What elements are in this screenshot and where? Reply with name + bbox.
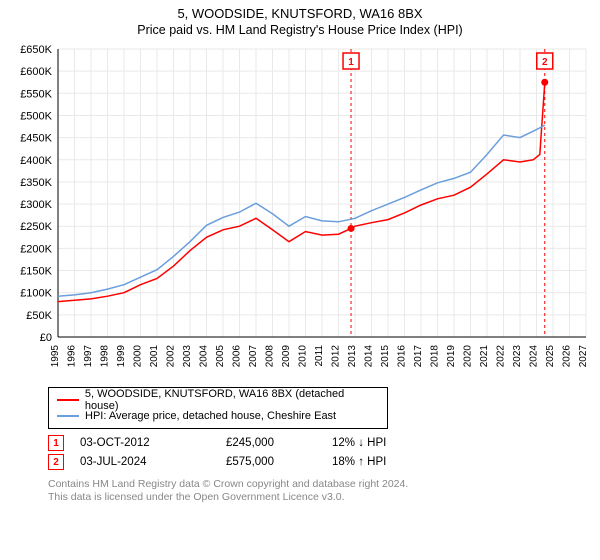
legend-label: HPI: Average price, detached house, Ches…	[85, 410, 336, 422]
svg-text:2003: 2003	[182, 345, 193, 368]
svg-text:2011: 2011	[314, 345, 325, 367]
legend-box: 5, WOODSIDE, KNUTSFORD, WA16 8BX (detach…	[48, 387, 388, 429]
svg-text:£300K: £300K	[20, 199, 52, 211]
svg-text:2027: 2027	[578, 345, 588, 368]
svg-text:2007: 2007	[248, 345, 259, 368]
svg-text:2019: 2019	[446, 345, 457, 368]
svg-text:£350K: £350K	[20, 177, 52, 189]
svg-text:2012: 2012	[331, 345, 342, 368]
marker-price: £575,000	[226, 456, 316, 468]
svg-text:£400K: £400K	[20, 155, 52, 167]
svg-text:2013: 2013	[347, 345, 358, 368]
chart-area: £0 £50K £100K £150K £200K £250K £300K £350K £400…	[8, 43, 592, 383]
marker-row: 2 03-JUL-2024 £575,000 18% ↑ HPI	[48, 454, 592, 470]
svg-text:2016: 2016	[397, 345, 408, 368]
svg-text:2000: 2000	[133, 345, 144, 368]
svg-text:1995: 1995	[50, 345, 61, 368]
legend-item: HPI: Average price, detached house, Ches…	[57, 408, 379, 424]
svg-text:2008: 2008	[265, 345, 276, 368]
svg-text:£250K: £250K	[20, 221, 52, 233]
svg-text:2026: 2026	[562, 345, 573, 368]
svg-text:1: 1	[348, 57, 354, 68]
svg-text:2: 2	[542, 57, 548, 68]
footnote: Contains HM Land Registry data © Crown c…	[48, 478, 592, 504]
svg-text:2020: 2020	[463, 345, 474, 368]
chart-title: 5, WOODSIDE, KNUTSFORD, WA16 8BX	[8, 6, 592, 21]
svg-text:1996: 1996	[67, 345, 78, 368]
svg-text:£50K: £50K	[26, 310, 52, 322]
svg-text:£600K: £600K	[20, 66, 52, 78]
legend-swatch	[57, 399, 79, 401]
svg-text:2017: 2017	[413, 345, 424, 368]
svg-text:1998: 1998	[100, 345, 111, 368]
svg-text:£550K: £550K	[20, 88, 52, 100]
svg-text:2006: 2006	[232, 345, 243, 368]
svg-text:1999: 1999	[116, 345, 127, 368]
marker-id-box: 2	[48, 454, 64, 470]
legend-label: 5, WOODSIDE, KNUTSFORD, WA16 8BX (detach…	[85, 388, 379, 412]
svg-text:£500K: £500K	[20, 110, 52, 122]
marker-delta: 18% ↑ HPI	[332, 456, 442, 468]
svg-text:2015: 2015	[380, 345, 391, 368]
svg-text:£650K: £650K	[20, 44, 52, 56]
svg-text:2004: 2004	[199, 345, 210, 368]
chart-subtitle: Price paid vs. HM Land Registry's House …	[8, 23, 592, 37]
svg-text:£100K: £100K	[20, 288, 52, 300]
marker-row: 1 03-OCT-2012 £245,000 12% ↓ HPI	[48, 435, 592, 451]
svg-text:2025: 2025	[545, 345, 556, 368]
marker-table: 1 03-OCT-2012 £245,000 12% ↓ HPI 2 03-JUL-202…	[8, 435, 592, 470]
svg-text:2005: 2005	[215, 345, 226, 368]
svg-text:£200K: £200K	[20, 243, 52, 255]
marker-id-box: 1	[48, 435, 64, 451]
svg-text:2022: 2022	[496, 345, 507, 368]
svg-text:£450K: £450K	[20, 133, 52, 145]
legend-item: 5, WOODSIDE, KNUTSFORD, WA16 8BX (detach…	[57, 392, 379, 408]
footnote-line-1: Contains HM Land Registry data © Crown c…	[48, 478, 592, 491]
svg-text:1997: 1997	[83, 345, 94, 368]
marker-date: 03-JUL-2024	[80, 456, 210, 468]
svg-text:2009: 2009	[281, 345, 292, 368]
svg-text:2014: 2014	[364, 345, 375, 368]
marker-delta: 12% ↓ HPI	[332, 437, 442, 449]
marker-date: 03-OCT-2012	[80, 437, 210, 449]
svg-text:2018: 2018	[430, 345, 441, 368]
line-chart-svg: £0 £50K £100K £150K £200K £250K £300K £350K £400…	[8, 43, 588, 383]
legend-swatch	[57, 415, 79, 417]
svg-text:2021: 2021	[479, 345, 490, 368]
svg-text:2001: 2001	[149, 345, 160, 368]
svg-text:2024: 2024	[529, 345, 540, 368]
svg-text:2023: 2023	[512, 345, 523, 368]
marker-price: £245,000	[226, 437, 316, 449]
footnote-line-2: This data is licensed under the Open Gov…	[48, 491, 592, 504]
svg-text:£0: £0	[40, 332, 52, 344]
svg-text:2010: 2010	[298, 345, 309, 368]
svg-text:2002: 2002	[166, 345, 177, 368]
svg-text:£150K: £150K	[20, 266, 52, 278]
